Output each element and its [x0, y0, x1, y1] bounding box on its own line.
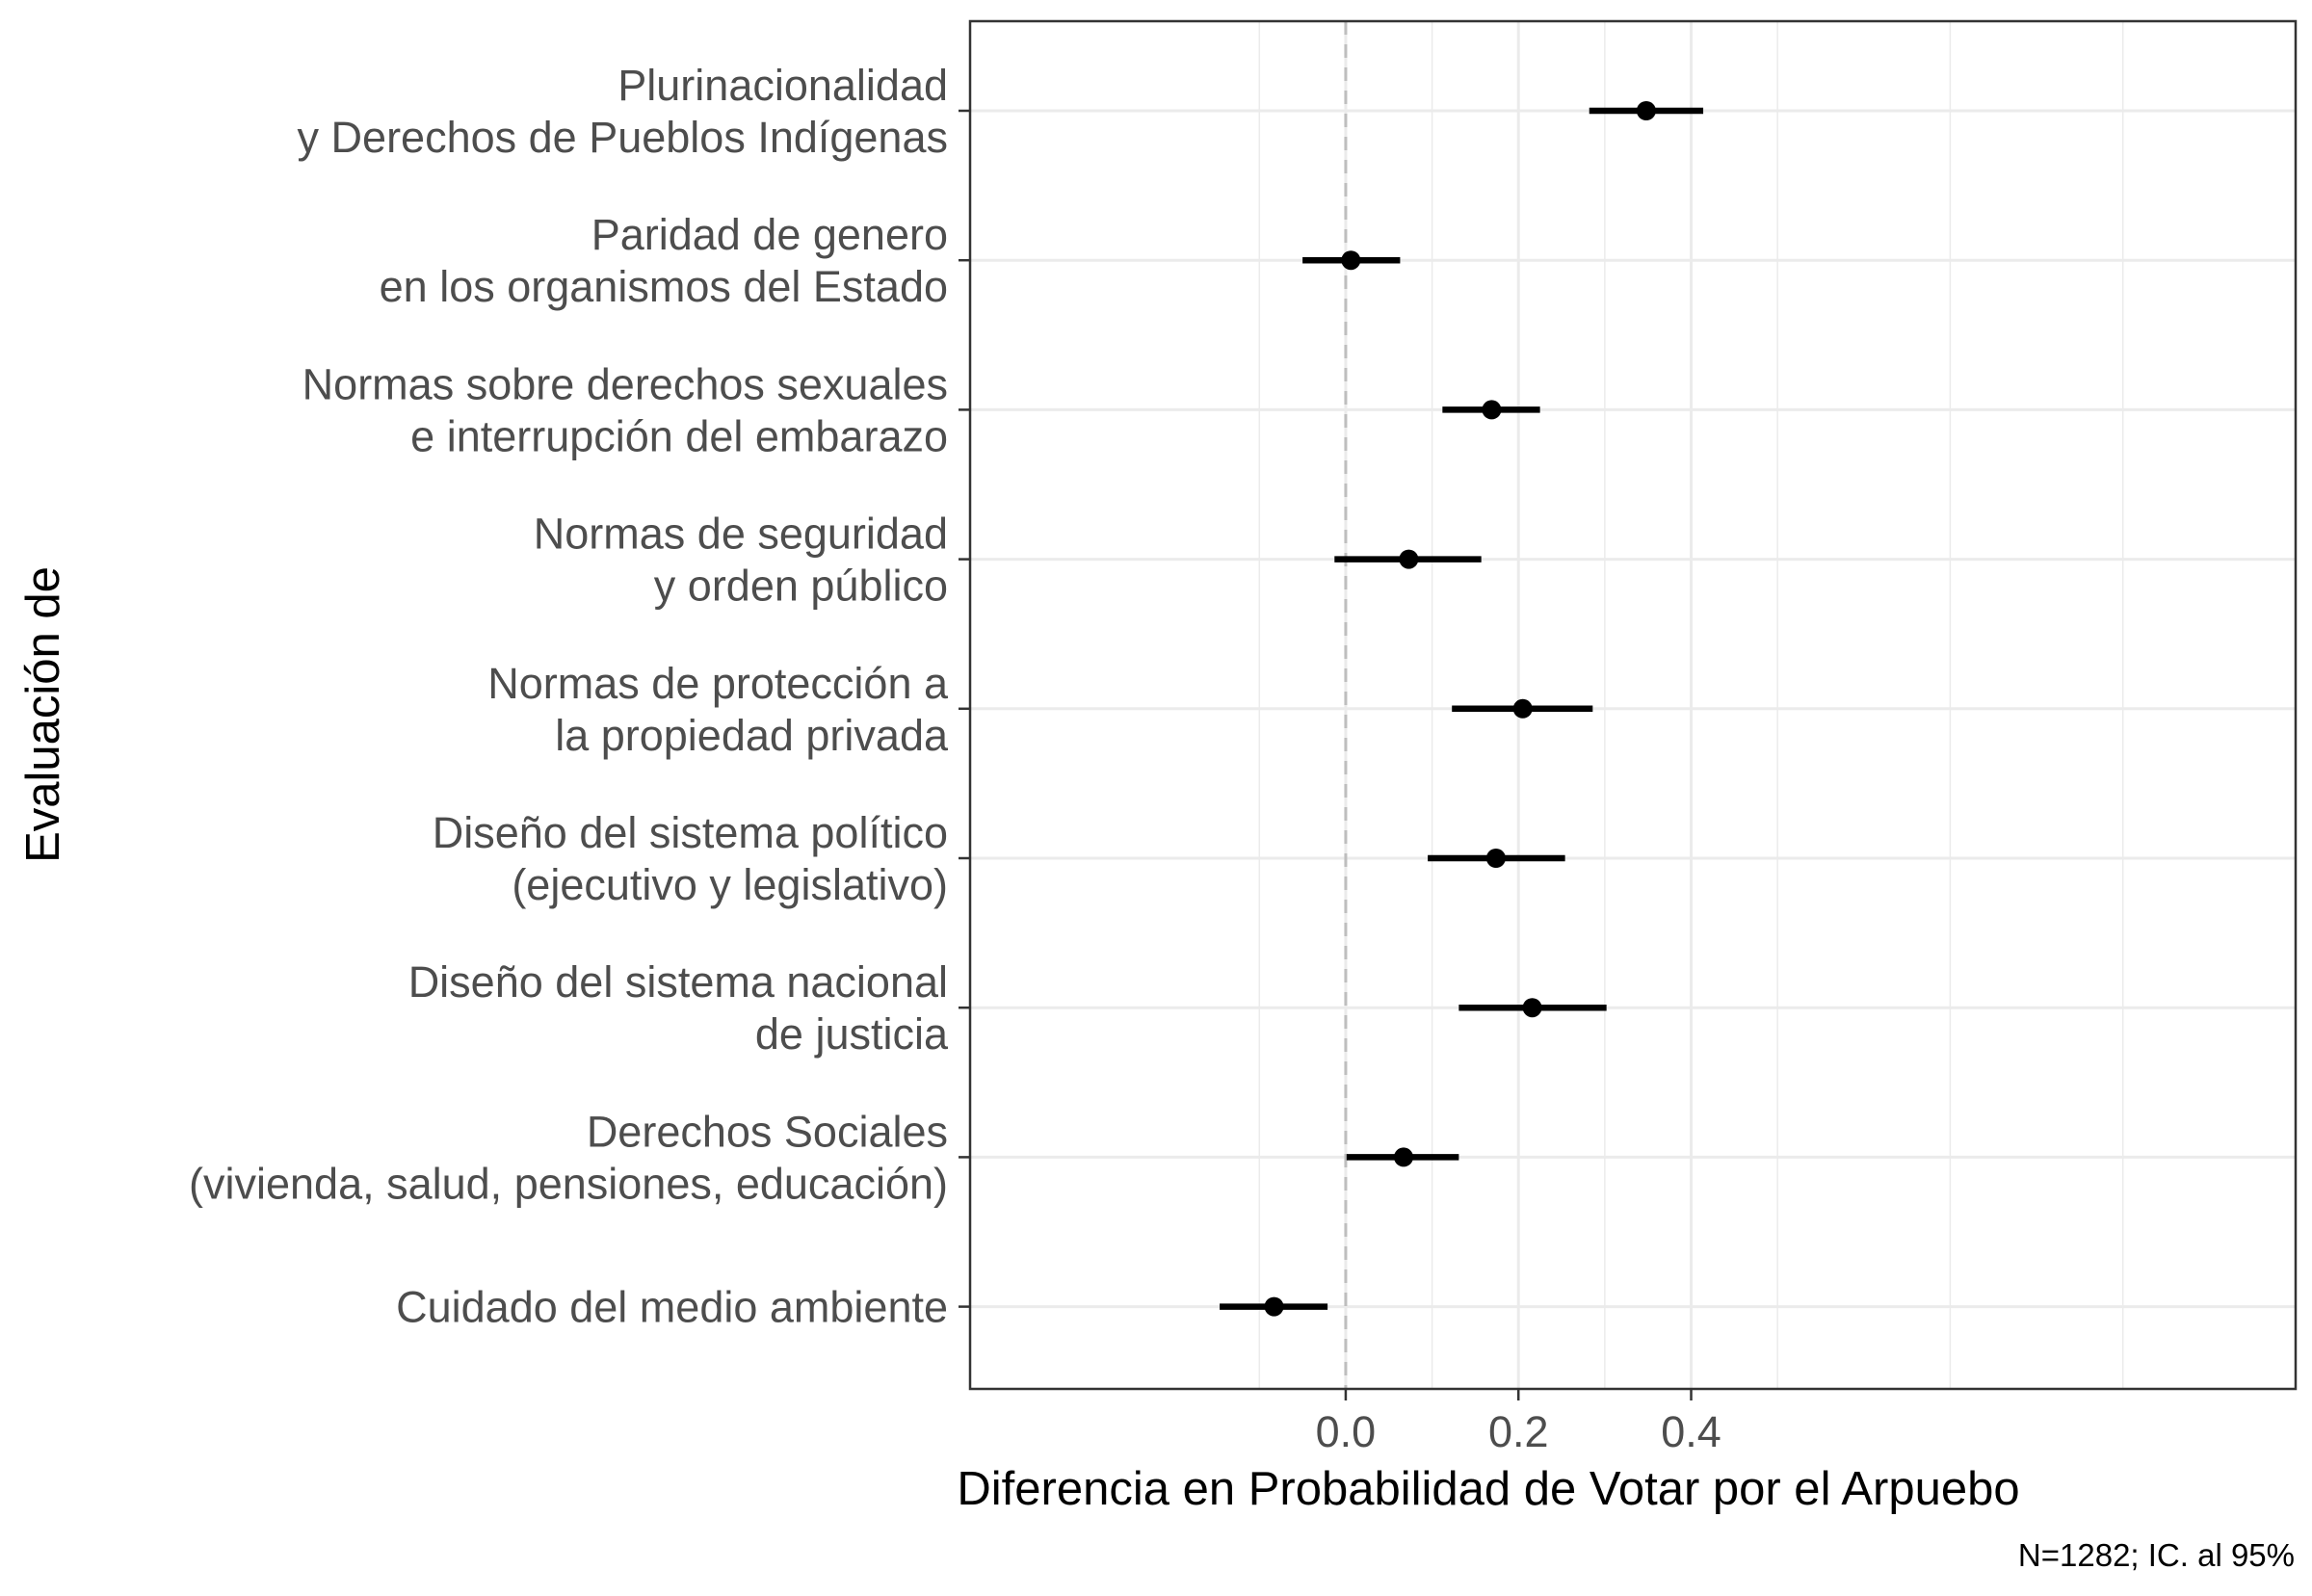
category-label-line: (vivienda, salud, pensiones, educación) — [189, 1159, 948, 1208]
category-label-line: e interrupción del embarazo — [410, 411, 948, 460]
marks-layer — [1220, 101, 1704, 1317]
category-label-line: la propiedad privada — [555, 711, 949, 760]
category-label-line: Diseño del sistema nacional — [408, 957, 948, 1007]
estimate-point — [1482, 400, 1502, 420]
category-label-line: Normas sobre derechos sexuales — [302, 359, 948, 408]
estimate-point — [1341, 250, 1361, 271]
chart-caption: N=1282; IC. al 95% — [2018, 1537, 2295, 1573]
x-tick-label: 0.0 — [1316, 1407, 1377, 1456]
category-label-line: Paridad de genero — [591, 210, 948, 259]
category-label-line: Plurinacionalidad — [617, 61, 948, 110]
plot-panel — [970, 21, 2296, 1389]
category-label-line: y orden público — [654, 562, 948, 611]
category-label-line: (ejecutivo y legislativo) — [512, 860, 948, 909]
estimate-point — [1399, 549, 1419, 569]
x-axis-title: Diferencia en Probabilidad de Votar por … — [957, 1463, 2019, 1515]
x-tick-label: 0.2 — [1488, 1407, 1549, 1456]
estimate-point — [1394, 1147, 1414, 1167]
panel-border — [968, 19, 2298, 1391]
estimate-point — [1636, 101, 1656, 120]
category-label-line: Cuidado del medio ambiente — [396, 1283, 948, 1332]
category-label-line: en los organismos del Estado — [380, 262, 948, 311]
estimate-point — [1485, 849, 1506, 868]
estimate-point — [1264, 1296, 1284, 1317]
category-label-line: Normas de protección a — [487, 659, 949, 708]
grid-layer — [970, 21, 2297, 1389]
estimate-point — [1522, 998, 1542, 1018]
category-label-line: Normas de seguridad — [534, 510, 948, 559]
category-label-line: Derechos Sociales — [587, 1107, 948, 1156]
x-tick-label: 0.4 — [1661, 1407, 1721, 1456]
category-label-line: y Derechos de Pueblos Indígenas — [298, 113, 948, 162]
axis-layer: 0.0 0.2 0.4 — [959, 19, 2298, 1456]
estimate-point — [1512, 698, 1533, 719]
y-axis-title: Evaluación de — [17, 566, 69, 863]
category-label-line: Diseño del sistema político — [433, 808, 948, 857]
category-label-line: de justicia — [755, 1009, 949, 1059]
